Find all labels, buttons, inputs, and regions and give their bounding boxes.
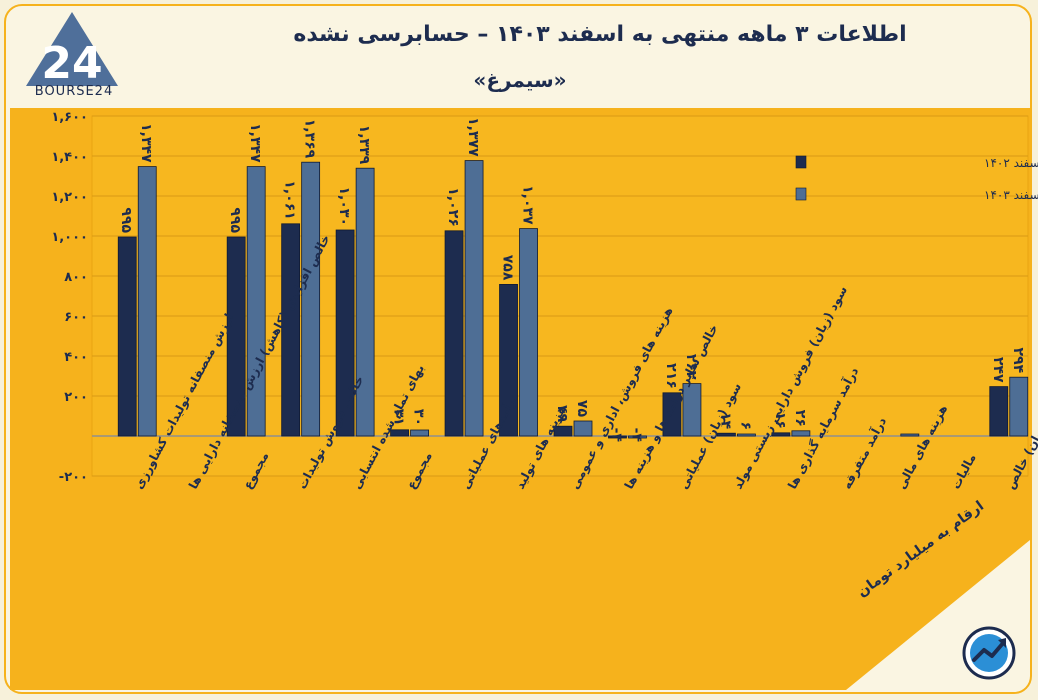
chart-trend-icon <box>962 626 1016 680</box>
bar-1403 <box>464 160 484 437</box>
data-label: ۱,۰۲۶ <box>445 187 461 227</box>
data-label: ۳۰ <box>411 409 427 426</box>
brand-name: BOURSE24 <box>34 84 114 99</box>
bar-1402 <box>499 283 518 437</box>
data-labels: ۹۹۵ ۱,۳۴۷ ۹۹۵ ۱,۳۴۷ ۱,۰۶۱ ۱,۳۶۹ ۱,۰۳۰ ۱,۳۳۹ ۳۱ ۳۰… <box>118 117 1026 442</box>
data-label: ۲۹۴ <box>1010 348 1026 374</box>
y-tick-label: ۱,۲۰۰ <box>51 190 88 205</box>
y-tick-label: ۴۰۰ <box>64 350 88 365</box>
bar-1402 <box>553 425 573 437</box>
bourse24-logo-icon: 24 <box>26 12 118 89</box>
y-tick-label: ۱,۶۰۰ <box>51 110 88 125</box>
data-label: ۱,۰۳۰ <box>336 187 352 227</box>
page-title: اطلاعات ۳ ماهه منتهی به اسفند ۱۴۰۳ – حسا… <box>293 22 907 47</box>
data-label: ۴۹ <box>554 405 570 423</box>
bar-1402 <box>335 229 355 437</box>
bar-1403 <box>410 429 429 437</box>
y-tick-label: ۸۰۰ <box>64 270 88 285</box>
bar-1403 <box>519 228 538 437</box>
legend: عملکرد منتهی به اسفند ۱۴۰۲ عملکرد منتهی ب… <box>795 155 1038 203</box>
y-tick-label: ۲۰۰ <box>64 390 88 405</box>
bar-1402 <box>281 223 301 437</box>
data-label: ۱,۳۶۹ <box>302 119 318 159</box>
bar-1402 <box>226 236 246 437</box>
bar-1403 <box>137 166 157 437</box>
bar-1402 <box>771 432 791 437</box>
bar-1403 <box>791 430 811 437</box>
data-label: ۹۹۵ <box>227 207 243 233</box>
company-name: «سیمرغ» <box>473 68 567 92</box>
data-label: ۹۹۵ <box>118 207 134 233</box>
bar-1402 <box>662 392 682 437</box>
data-label: ۱,۳۴۷ <box>138 123 154 163</box>
bar-1402 <box>989 386 1009 437</box>
bar-1402 <box>390 429 409 437</box>
bar-1402 <box>608 435 627 439</box>
y-tick-label: ۶۰۰ <box>64 310 88 325</box>
bar-1402 <box>444 230 464 437</box>
y-axis: -۲۰۰ ۲۰۰ ۴۰۰ ۶۰۰ ۸۰۰ ۱,۰۰۰ ۱,۲۰۰ ۱,۴۰۰ ۱,۶۰۰ <box>51 110 88 485</box>
data-label: ۳۱ <box>391 409 407 426</box>
bar-1403 <box>301 161 321 437</box>
legend-swatch <box>795 155 807 169</box>
data-label: ۱,۰۳۷ <box>520 185 536 225</box>
bar-1403 <box>900 433 920 437</box>
bar-1403 <box>1009 376 1029 437</box>
bar-1403 <box>355 167 375 437</box>
data-label: ۱,۳۷۷ <box>465 117 481 157</box>
legend-swatch <box>795 187 807 201</box>
logo-lettering: 24 <box>41 38 102 89</box>
data-label: -۴ <box>628 428 644 443</box>
bar-1402 <box>717 432 736 437</box>
y-tick-label: ۱,۴۰۰ <box>51 150 88 165</box>
bar-1402 <box>117 236 137 437</box>
data-label: ۲۱۶ <box>663 363 679 389</box>
data-label: ۷۵ <box>574 400 590 418</box>
data-label: ۲۴۷ <box>990 357 1006 383</box>
bar-1403 <box>682 383 702 437</box>
y-tick-label: -۲۰۰ <box>59 470 88 485</box>
data-label: ۱,۰۶۱ <box>282 180 298 220</box>
data-label: ۱۶ <box>772 412 788 429</box>
legend-entry: عملکرد منتهی به اسفند ۱۴۰۳ <box>984 188 1038 203</box>
data-label: ۲۶ <box>792 410 808 427</box>
data-label: ۱,۳۴۷ <box>247 123 263 163</box>
bar-1403 <box>737 433 756 437</box>
legend-entry: عملکرد منتهی به اسفند ۱۴۰۲ <box>984 156 1038 171</box>
bars <box>117 160 1029 439</box>
data-label: ۱۴ <box>717 412 733 430</box>
data-label: ۲۶۲ <box>683 354 699 380</box>
bar-1403 <box>246 166 266 437</box>
y-tick-label: ۱,۰۰۰ <box>51 230 88 245</box>
data-label: ۶ <box>737 421 753 430</box>
data-label: -۴ <box>608 428 624 443</box>
data-label: ۷۵۸ <box>500 255 516 281</box>
bar-1403 <box>573 420 593 437</box>
data-label: ۱,۳۳۹ <box>356 125 372 165</box>
bar-1403 <box>628 435 647 439</box>
